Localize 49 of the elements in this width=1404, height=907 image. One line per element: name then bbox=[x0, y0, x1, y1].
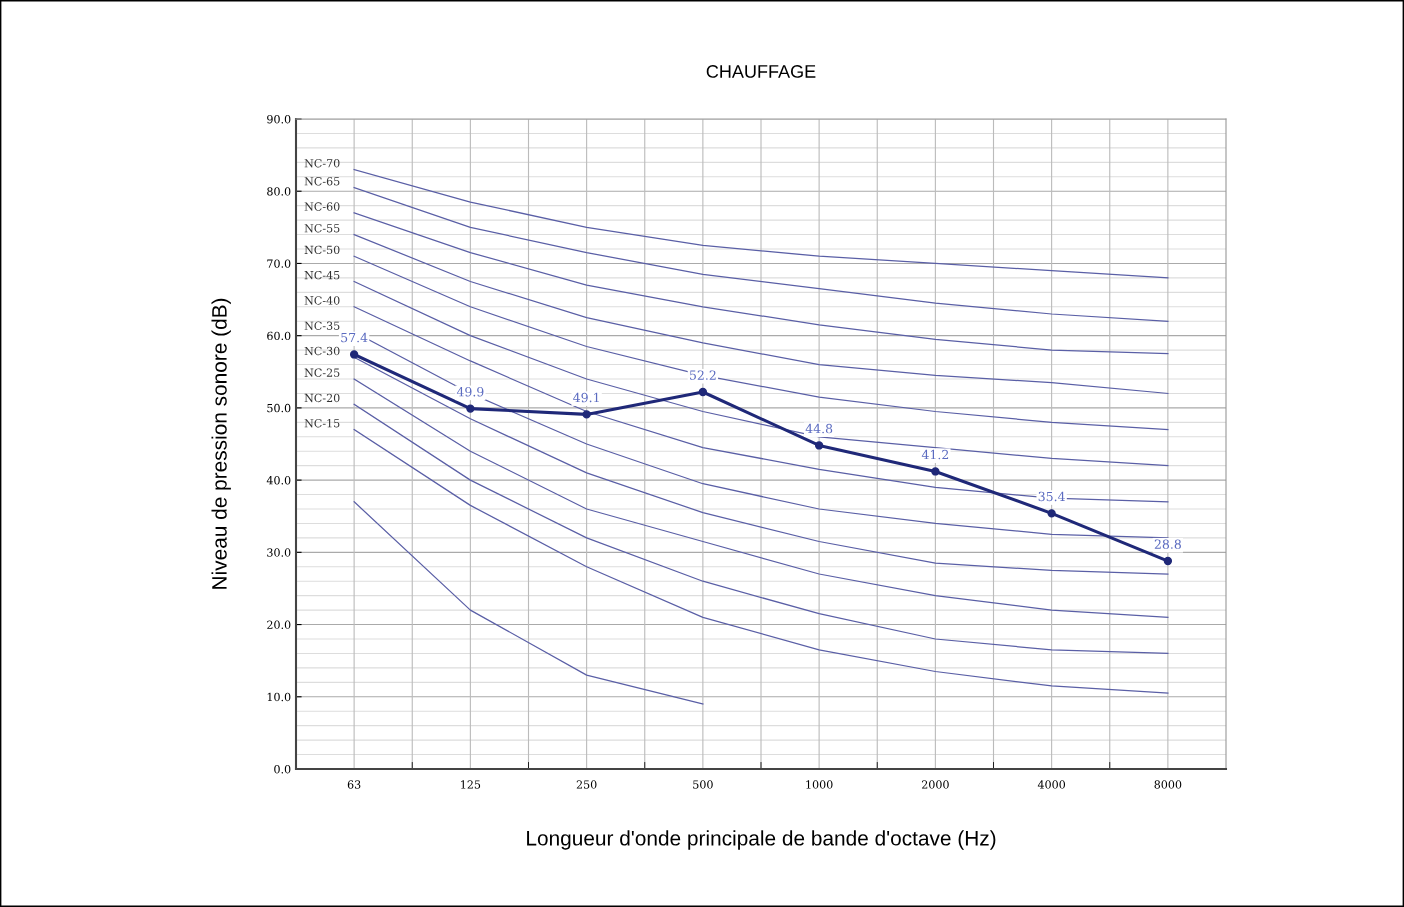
point bbox=[466, 404, 475, 413]
series-label: NC-60 bbox=[304, 202, 340, 211]
series-label: NC-15 bbox=[304, 419, 340, 428]
x-tick-label: 250 bbox=[576, 780, 597, 789]
series-label: NC-25 bbox=[304, 368, 340, 377]
y-tick-label: 20.0 bbox=[267, 620, 291, 629]
series-label: NC-50 bbox=[304, 245, 340, 255]
line-series bbox=[353, 501, 704, 705]
series-label: NC-65 bbox=[304, 177, 340, 186]
y-tick-label: 50.0 bbox=[267, 403, 291, 413]
x-tick-label: 8000 bbox=[1154, 780, 1182, 789]
y-tick-label: 80.0 bbox=[267, 187, 291, 196]
point bbox=[349, 350, 359, 359]
data-label: 57.4 bbox=[341, 332, 368, 343]
series-label: NC-30 bbox=[304, 346, 340, 356]
y-tick-label: 70.0 bbox=[267, 259, 291, 268]
point bbox=[814, 441, 824, 450]
x-axis-title: Longueur d'onde principale de bande d'octave (Hz) bbox=[527, 830, 996, 850]
series-label: NC-20 bbox=[304, 393, 340, 403]
line-series bbox=[353, 186, 1169, 322]
data-label: 28.8 bbox=[1154, 539, 1181, 549]
series-label: NC-45 bbox=[304, 270, 340, 280]
y-tick-label: 90.0 bbox=[267, 114, 291, 124]
data-label: 44.8 bbox=[805, 423, 833, 434]
x-tick-label: 500 bbox=[693, 780, 713, 789]
chart-title: CHAUFFAGE bbox=[706, 65, 816, 78]
point bbox=[931, 467, 940, 476]
series-label: NC-55 bbox=[304, 224, 340, 233]
y-tick-label: 40.0 bbox=[266, 476, 291, 485]
x-tick-label: 63 bbox=[347, 780, 361, 789]
series-label: NC-70 bbox=[304, 159, 340, 168]
point bbox=[1163, 556, 1173, 566]
y-tick-label: 0.0 bbox=[274, 764, 291, 774]
series-label: NC-40 bbox=[304, 296, 340, 305]
line-series bbox=[353, 168, 1169, 279]
data-label: 49.1 bbox=[573, 392, 599, 403]
x-tick-label: 4000 bbox=[1037, 780, 1066, 789]
y-tick-label: 30.0 bbox=[267, 548, 291, 557]
x-tick-label: 125 bbox=[461, 780, 481, 789]
x-tick-label: 2000 bbox=[921, 780, 949, 789]
point bbox=[698, 387, 708, 397]
x-tick-label: 1000 bbox=[806, 780, 833, 789]
y-axis-title: Niveau de pression sonore (dB) bbox=[211, 298, 231, 589]
point bbox=[1047, 509, 1056, 518]
y-tick-label: 60.0 bbox=[267, 331, 291, 341]
y-tick-label: 10.0 bbox=[267, 692, 291, 702]
point bbox=[582, 410, 591, 419]
data-label: 41.2 bbox=[921, 449, 949, 460]
series-label: NC-35 bbox=[304, 321, 340, 330]
